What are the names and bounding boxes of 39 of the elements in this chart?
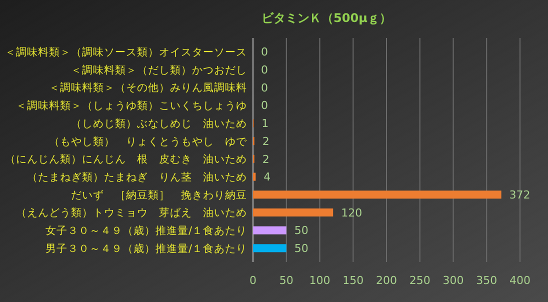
data-label: 4 xyxy=(264,170,271,184)
y-tick-label: ＜調味料類＞（その他）みりん風調味料 xyxy=(49,81,247,94)
y-tick-label: 女子３０～４９（歳）推進量/１食あたり xyxy=(45,224,247,237)
y-tick-label: （たまねぎ類）たまねぎ りん茎 油いため xyxy=(27,170,247,184)
data-label: 1 xyxy=(262,117,269,130)
chart-title: ビタミンＫ（500μｇ） xyxy=(262,11,392,25)
x-tick-label: 0 xyxy=(250,274,256,287)
bar xyxy=(253,208,334,216)
y-tick-label: 男子３０～４９（歳）推進量/１食あたり xyxy=(45,242,247,255)
data-label: 372 xyxy=(509,188,530,202)
data-label: 2 xyxy=(262,152,270,166)
x-tick-label: 50 xyxy=(279,274,294,287)
bar xyxy=(253,244,286,252)
y-tick-label: ＜調味料類＞（だし類）かつおだし xyxy=(71,63,247,76)
y-tick-label: ＜調味料類＞（調味ソース類）オイスターソース xyxy=(5,46,247,59)
y-tick-label: （もやし類） りょくとうもやし ゆで xyxy=(49,136,248,148)
data-label: 0 xyxy=(261,64,268,77)
data-label: 50 xyxy=(294,224,308,238)
x-tick-label: 200 xyxy=(376,274,397,287)
data-label: 0 xyxy=(261,46,268,59)
y-tick-label: だいず ［納豆類］ 挽きわり納豆 xyxy=(71,188,247,202)
bar xyxy=(253,226,286,234)
x-tick-label: 100 xyxy=(309,274,330,287)
x-tick-label: 150 xyxy=(342,274,364,287)
data-label: 2 xyxy=(262,134,270,148)
data-label: 50 xyxy=(294,242,308,256)
y-tick-label: ＜調味料類＞（しょうゆ類）こいくちしょうゆ xyxy=(16,99,247,112)
bar xyxy=(253,172,256,181)
data-label: 120 xyxy=(341,206,362,220)
y-tick-label: （しめじ類）ぶなしめじ 油いため xyxy=(71,116,247,130)
x-tick-label: 250 xyxy=(409,274,430,287)
bar xyxy=(253,190,502,199)
x-tick-label: 350 xyxy=(476,274,498,287)
y-tick-label: （にんじん類）にんじん 根 皮むき 油いため xyxy=(5,152,247,166)
data-label: 0 xyxy=(261,99,268,112)
y-tick-label: （えんどう類）トウミョウ 芽ばえ 油いため xyxy=(16,206,247,220)
x-tick-label: 400 xyxy=(510,274,530,287)
data-label: 0 xyxy=(261,81,268,94)
x-tick-label: 300 xyxy=(442,274,464,287)
